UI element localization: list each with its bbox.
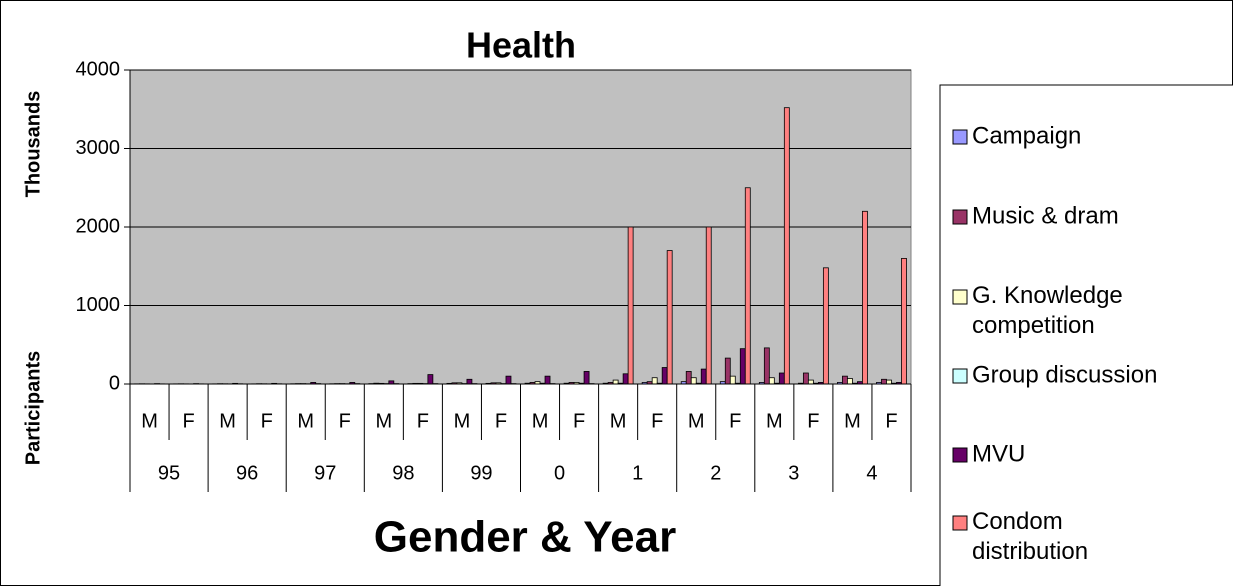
bar (544, 375, 551, 385)
x-group-label: 2 (710, 462, 721, 484)
bar (744, 187, 751, 385)
bar (685, 371, 692, 385)
chart-title: Health (466, 25, 576, 66)
x-group-label: 95 (158, 462, 180, 484)
bar (427, 374, 434, 385)
bar (583, 371, 590, 385)
x-tick-label: M (844, 410, 861, 432)
legend-label: MVU (972, 440, 1025, 467)
x-group-label: 4 (866, 462, 877, 484)
bar (886, 379, 892, 385)
bar (505, 375, 512, 385)
bar (622, 373, 629, 385)
x-group-label: 99 (470, 462, 492, 484)
legend-label: G. Knowledge competition (972, 282, 1123, 339)
legend-swatch (952, 129, 968, 145)
bar (802, 372, 809, 385)
bar (881, 378, 887, 385)
bar (729, 375, 736, 385)
y-axis-title: Participants (22, 351, 44, 465)
bar (690, 377, 697, 385)
legend-label: Music & dram (972, 202, 1119, 229)
y-tick-label: 1000 (76, 294, 121, 316)
x-tick-label: F (651, 410, 663, 432)
bar (901, 257, 907, 385)
x-group-label: 98 (392, 462, 414, 484)
x-tick-label: F (729, 410, 741, 432)
legend-swatch (952, 209, 968, 225)
x-group-label: 3 (788, 462, 799, 484)
x-tick-label: M (297, 410, 314, 432)
x-tick-label: M (610, 410, 627, 432)
bar (847, 378, 853, 385)
legend-label: Campaign (972, 122, 1081, 149)
x-tick-label: M (141, 410, 158, 432)
legend-label: Condom distribution (972, 508, 1088, 565)
bar (700, 368, 707, 385)
bar (651, 377, 658, 385)
bar (627, 226, 634, 385)
legend-swatch (952, 368, 968, 384)
bar (763, 347, 770, 385)
bar (661, 367, 668, 385)
x-tick-label: F (495, 410, 507, 432)
x-tick-label: M (454, 410, 471, 432)
y-tick-label: 2000 (76, 215, 121, 237)
bar (705, 226, 712, 385)
legend-box (939, 84, 1233, 586)
x-tick-label: F (573, 410, 585, 432)
y-tick-label: 4000 (76, 58, 121, 80)
x-tick-label: F (261, 410, 273, 432)
x-tick-label: F (182, 410, 194, 432)
x-tick-label: M (766, 410, 783, 432)
x-tick-label: F (885, 410, 897, 432)
legend-swatch (952, 515, 968, 531)
x-group-label: 0 (554, 462, 565, 484)
legend-swatch (952, 447, 968, 463)
x-tick-label: M (375, 410, 392, 432)
x-tick-label: M (688, 410, 705, 432)
bar (466, 378, 473, 385)
y-tick-label: 0 (109, 372, 120, 394)
bar (724, 357, 731, 385)
legend-label: Group discussion (972, 361, 1157, 388)
y-tick-label: 3000 (76, 137, 121, 159)
x-tick-label: M (219, 410, 236, 432)
x-tick-label: M (532, 410, 549, 432)
x-tick-label: F (417, 410, 429, 432)
bar (842, 375, 848, 385)
x-axis-title: Gender & Year (374, 513, 676, 562)
x-group-label: 96 (236, 462, 258, 484)
bar (862, 210, 868, 385)
x-group-label: 1 (632, 462, 643, 484)
legend-swatch (952, 289, 968, 305)
x-group-label: 97 (314, 462, 336, 484)
bar (739, 348, 746, 385)
x-tick-label: F (339, 410, 351, 432)
bar (778, 372, 785, 385)
x-tick-label: F (807, 410, 819, 432)
bar (783, 107, 790, 385)
y-display-units: Thousands (22, 91, 44, 198)
bar (768, 377, 775, 385)
bar (666, 250, 673, 385)
bar (822, 267, 829, 385)
bar (612, 379, 619, 385)
bar (807, 379, 814, 385)
